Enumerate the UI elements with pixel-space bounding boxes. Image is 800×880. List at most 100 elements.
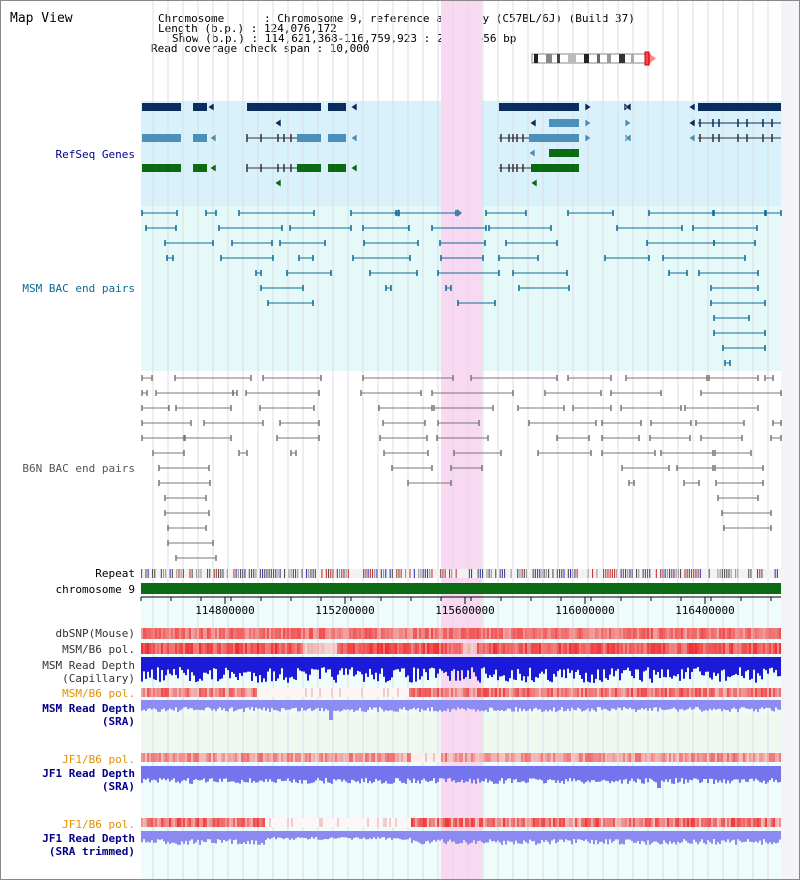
repeat-element [728, 569, 730, 578]
heat-cell [251, 688, 253, 697]
heat-cell [345, 818, 347, 827]
depth-bar [455, 700, 457, 711]
repeat-element [499, 569, 501, 578]
heat-cell [161, 688, 163, 697]
depth-bar [177, 700, 179, 712]
depth-bar [615, 700, 617, 710]
depth-bar [233, 700, 235, 712]
heat-cell [229, 818, 231, 827]
heat-cell [155, 818, 157, 827]
depth-bar [451, 766, 453, 782]
heat-cell [767, 628, 769, 639]
track-label-repeat: Repeat [95, 567, 135, 580]
heat-cell [163, 688, 165, 697]
depth-bar [181, 700, 183, 710]
depth-bar [767, 700, 769, 708]
heat-cell [739, 688, 741, 697]
heat-cell [417, 818, 419, 827]
heat-cell [635, 818, 637, 827]
depth-bar [267, 831, 269, 839]
heat-cell [223, 818, 225, 827]
heat-cell [707, 643, 709, 654]
depth-bar [667, 831, 669, 845]
depth-bar [431, 831, 433, 842]
depth-bar [409, 831, 411, 838]
repeat-element [627, 569, 629, 578]
depth-bar [519, 766, 521, 783]
heat-cell [605, 643, 607, 654]
heat-cell [557, 753, 559, 762]
gene-block [297, 164, 321, 172]
heat-cell [553, 688, 555, 697]
depth-bar [659, 657, 661, 678]
heat-cell [335, 688, 337, 697]
heat-cell [465, 753, 467, 762]
repeat-element [422, 569, 424, 578]
ideogram-band [607, 54, 611, 63]
grid-lines [152, 1, 769, 879]
heat-cell [435, 688, 437, 697]
heat-cell [179, 753, 181, 762]
heat-cell [691, 818, 693, 827]
depth-bar [557, 766, 559, 781]
track-label-refseq[interactable]: RefSeq Genes [55, 148, 135, 161]
depth-bar [207, 766, 209, 782]
axis-tick-label: 115200000 [315, 604, 375, 617]
heat-cell [635, 628, 637, 639]
heat-cell [749, 688, 751, 697]
heat-cell [529, 628, 531, 639]
heat-cell [523, 643, 525, 654]
heat-cell [387, 628, 389, 639]
heat-cell [567, 643, 569, 654]
depth-bar [357, 766, 359, 782]
track-label-b6n-bac[interactable]: B6N BAC end pairs [22, 462, 135, 475]
heat-cell [159, 753, 161, 762]
depth-bar [401, 766, 403, 783]
heat-cell [579, 628, 581, 639]
heat-cell [337, 818, 339, 827]
heat-cell [499, 818, 501, 827]
depth-bar [259, 657, 261, 676]
repeat-element [774, 569, 776, 578]
depth-bar [605, 766, 607, 781]
depth-bar [523, 700, 525, 709]
depth-bar [285, 700, 287, 711]
heat-cell [247, 643, 249, 654]
heat-cell [493, 688, 495, 697]
depth-bar [157, 700, 159, 712]
repeat-element [686, 569, 688, 578]
heat-cell [243, 643, 245, 654]
depth-bar [291, 657, 293, 677]
heat-cell [225, 628, 227, 639]
depth-bar [691, 831, 693, 844]
repeat-element [673, 569, 675, 578]
depth-bar [565, 831, 567, 840]
repeat-element [717, 569, 719, 578]
heat-cell [181, 643, 183, 654]
gene-arrow [584, 118, 592, 128]
heat-cell [473, 628, 475, 639]
heat-cell [543, 643, 545, 654]
depth-bar [375, 766, 377, 779]
depth-bar [607, 766, 609, 782]
depth-bar [577, 831, 579, 840]
depth-bar [229, 700, 231, 709]
heat-cell [329, 628, 331, 639]
depth-bar [145, 831, 147, 843]
heat-cell [529, 818, 531, 827]
heat-cell [471, 688, 473, 697]
track-label-msm-bac[interactable]: MSM BAC end pairs [22, 282, 135, 295]
depth-bar [359, 657, 361, 672]
depth-bar [699, 766, 701, 784]
repeat-element [314, 569, 316, 578]
heat-cell [397, 818, 399, 827]
depth-bar [675, 657, 677, 677]
repeat-element [699, 569, 701, 578]
depth-bar [227, 700, 229, 712]
depth-bar [533, 657, 535, 682]
depth-bar [301, 766, 303, 784]
heat-cell [613, 643, 615, 654]
depth-bar [687, 766, 689, 783]
heat-cell [569, 688, 571, 697]
